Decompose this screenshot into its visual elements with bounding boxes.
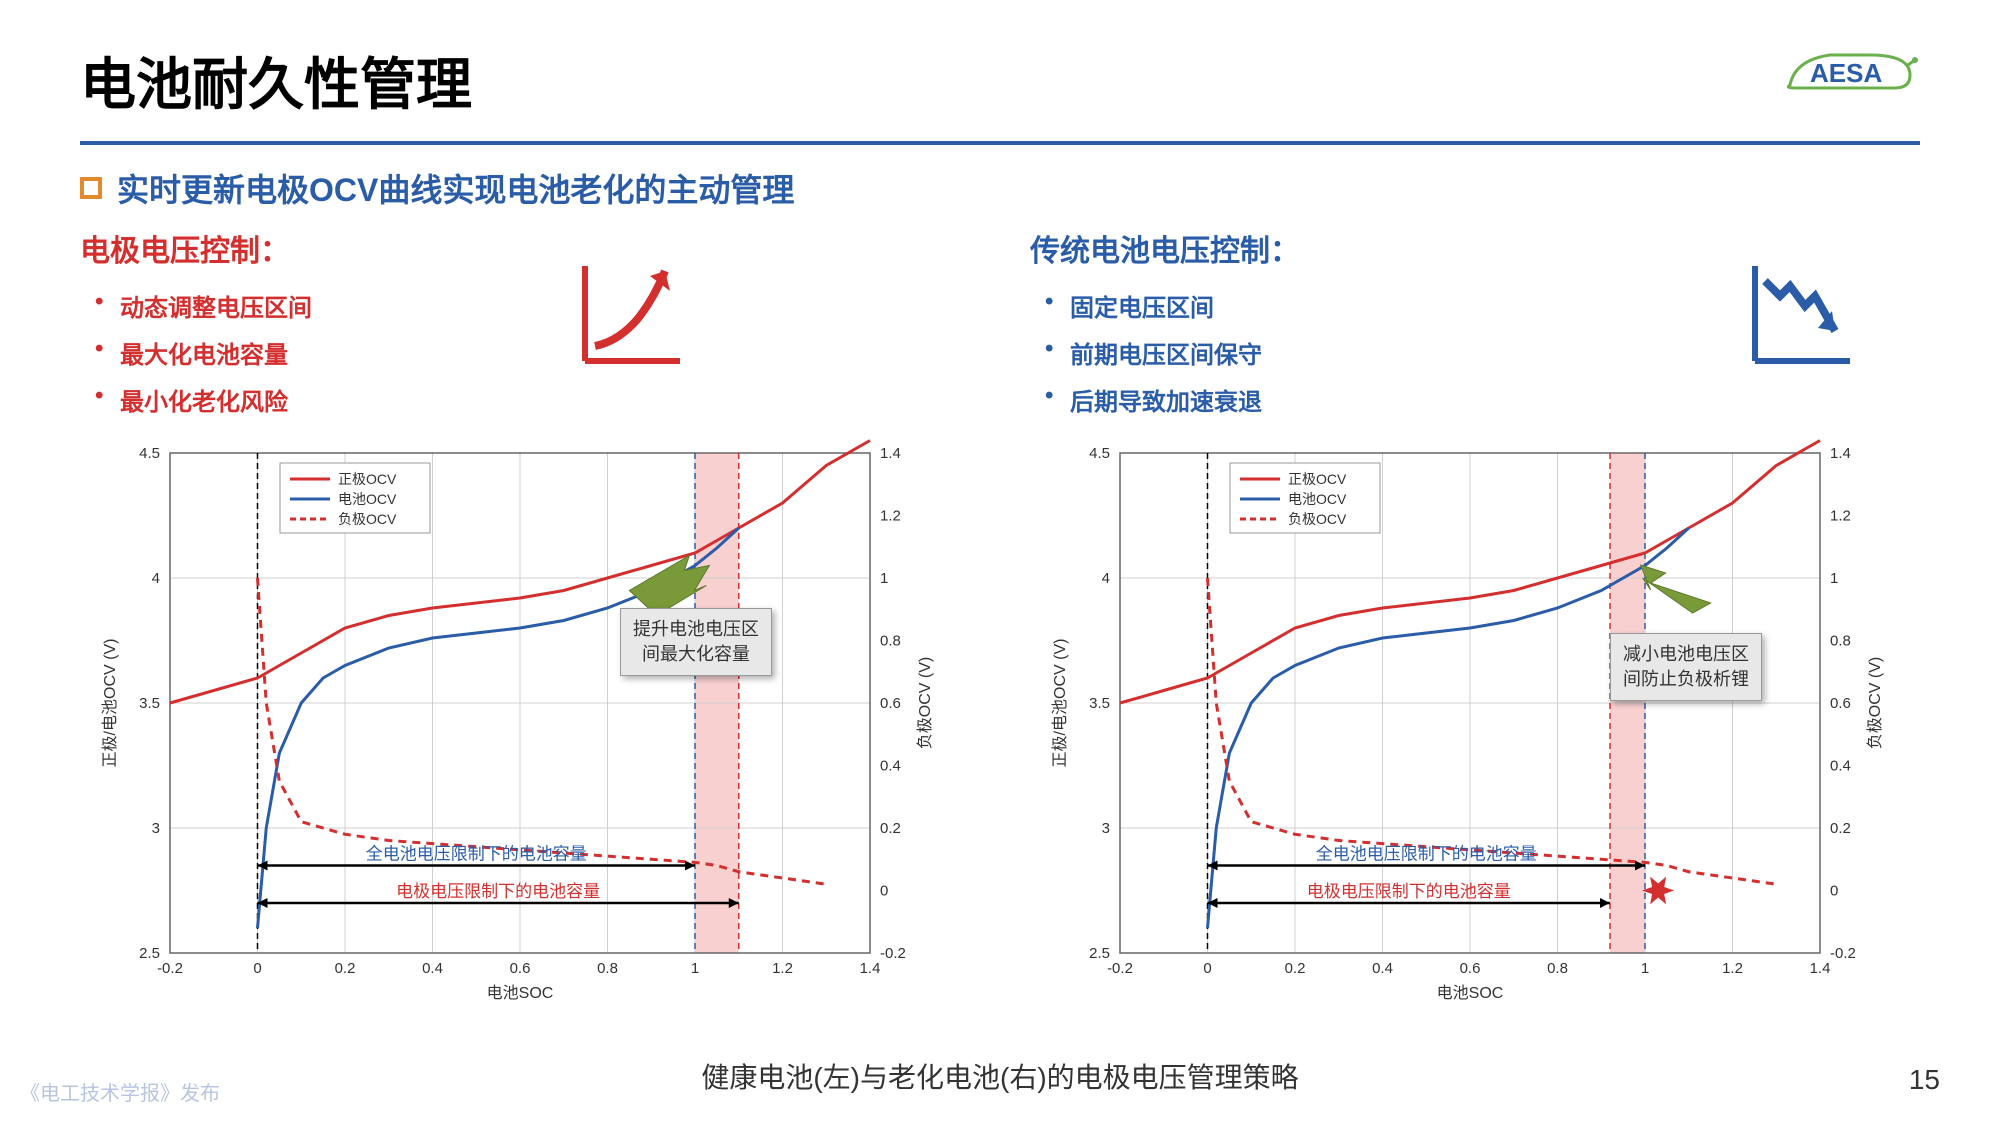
left-chart: -0.2 0 0.2 0.4 0.6 0.8 1 1.2 1.4 2.5 3 3.5 4 4.5 -0.2 0…: [80, 433, 960, 1013]
svg-text:正极OCV: 正极OCV: [1288, 471, 1347, 487]
svg-text:AESA: AESA: [1810, 58, 1882, 88]
svg-text:0.4: 0.4: [880, 758, 901, 775]
svg-text:0.6: 0.6: [880, 695, 901, 712]
caption: 健康电池(左)与老化电池(右)的电极电压管理策略: [701, 1056, 1298, 1096]
svg-text:3: 3: [152, 820, 160, 837]
svg-text:0.8: 0.8: [1547, 960, 1568, 977]
left-control-title: 电极电压控制：: [80, 226, 970, 270]
svg-text:1.4: 1.4: [880, 445, 901, 462]
svg-text:1: 1: [1830, 570, 1838, 587]
svg-text:-0.2: -0.2: [1830, 945, 1856, 962]
svg-text:1.2: 1.2: [772, 960, 793, 977]
svg-text:-0.2: -0.2: [157, 960, 183, 977]
svg-text:0.6: 0.6: [510, 960, 531, 977]
subtitle: 实时更新电极OCV曲线实现电池老化的主动管理: [117, 165, 794, 211]
svg-text:电池OCV: 电池OCV: [1288, 491, 1347, 507]
svg-text:0.2: 0.2: [1285, 960, 1306, 977]
svg-text:4: 4: [152, 570, 160, 587]
logo: AESA: [1780, 40, 1920, 109]
svg-text:电池SOC: 电池SOC: [487, 984, 554, 1002]
svg-text:0.8: 0.8: [880, 633, 901, 650]
svg-text:2.5: 2.5: [1089, 945, 1110, 962]
svg-text:1.4: 1.4: [1830, 445, 1851, 462]
svg-text:4: 4: [1102, 570, 1110, 587]
right-column: 传统电池电压控制： 固定电压区间 前期电压区间保守 后期导致加速衰退 -0.20…: [1030, 226, 1920, 1013]
svg-text:0: 0: [1830, 883, 1838, 900]
svg-text:负极OCV (V): 负极OCV (V): [916, 657, 934, 749]
left-column: 电极电压控制： 动态调整电压区间 最大化电池容量 最小化老化风险 -0.2 0 0.…: [80, 226, 970, 1013]
svg-text:0.4: 0.4: [422, 960, 443, 977]
svg-text:1.4: 1.4: [860, 960, 881, 977]
svg-text:0: 0: [1203, 960, 1211, 977]
svg-text:-0.2: -0.2: [880, 945, 906, 962]
svg-text:0.4: 0.4: [1372, 960, 1393, 977]
svg-text:电极电压限制下的电池容量: 电极电压限制下的电池容量: [396, 882, 600, 901]
svg-text:4.5: 4.5: [139, 445, 160, 462]
left-bullet-2: 最大化电池容量: [80, 329, 970, 376]
svg-text:负极OCV: 负极OCV: [1288, 511, 1347, 527]
left-bullet-1: 动态调整电压区间: [80, 282, 970, 329]
page-title: 电池耐久性管理: [80, 40, 472, 121]
svg-text:全电池电压限制下的电池容量: 全电池电压限制下的电池容量: [366, 845, 587, 864]
svg-text:0.2: 0.2: [335, 960, 356, 977]
subtitle-bullet-icon: [80, 177, 102, 199]
trend-down-icon: [1740, 256, 1860, 376]
svg-text:3: 3: [1102, 820, 1110, 837]
svg-text:1.2: 1.2: [1830, 508, 1851, 525]
svg-text:0.8: 0.8: [1830, 633, 1851, 650]
svg-text:0.6: 0.6: [1460, 960, 1481, 977]
right-chart: -0.2 0 0.2 0.4 0.6 0.8 1 1.2 1.4 2.5 3 3.5 4 4.5 -0.2 0…: [1030, 433, 1910, 1013]
svg-text:0.8: 0.8: [597, 960, 618, 977]
left-bullet-list: 动态调整电压区间 最大化电池容量 最小化老化风险: [80, 282, 970, 423]
title-underline: [80, 141, 1920, 145]
svg-text:全电池电压限制下的电池容量: 全电池电压限制下的电池容量: [1316, 845, 1537, 864]
right-bullet-3: 后期导致加速衰退: [1030, 376, 1920, 423]
svg-text:1: 1: [691, 960, 699, 977]
svg-text:3.5: 3.5: [1089, 695, 1110, 712]
svg-text:0.2: 0.2: [880, 820, 901, 837]
svg-text:0: 0: [253, 960, 261, 977]
footer-source: 《电工技术学报》发布: [20, 1077, 220, 1106]
svg-text:负极OCV: 负极OCV: [338, 511, 397, 527]
right-annotation: 减小电池电压区间防止负极析锂: [1610, 633, 1762, 701]
trend-up-icon: [570, 256, 690, 376]
svg-text:正极OCV: 正极OCV: [338, 471, 397, 487]
page-number: 15: [1909, 1064, 1940, 1096]
svg-text:正极/电池OCV (V): 正极/电池OCV (V): [101, 639, 119, 768]
svg-text:-0.2: -0.2: [1107, 960, 1133, 977]
svg-text:电池SOC: 电池SOC: [1437, 984, 1504, 1002]
left-annotation: 提升电池电压区间最大化容量: [620, 608, 772, 676]
svg-text:电池OCV: 电池OCV: [338, 491, 397, 507]
svg-text:1.2: 1.2: [880, 508, 901, 525]
svg-text:1: 1: [880, 570, 888, 587]
svg-text:负极OCV (V): 负极OCV (V): [1866, 657, 1884, 749]
svg-text:1: 1: [1641, 960, 1649, 977]
left-bullet-3: 最小化老化风险: [80, 376, 970, 423]
svg-text:1.4: 1.4: [1810, 960, 1831, 977]
svg-text:0: 0: [880, 883, 888, 900]
svg-text:正极/电池OCV (V): 正极/电池OCV (V): [1051, 639, 1069, 768]
svg-text:0.4: 0.4: [1830, 758, 1851, 775]
svg-text:3.5: 3.5: [139, 695, 160, 712]
svg-text:2.5: 2.5: [139, 945, 160, 962]
svg-text:4.5: 4.5: [1089, 445, 1110, 462]
svg-text:1.2: 1.2: [1722, 960, 1743, 977]
svg-text:0.6: 0.6: [1830, 695, 1851, 712]
svg-text:电极电压限制下的电池容量: 电极电压限制下的电池容量: [1307, 882, 1511, 901]
svg-text:0.2: 0.2: [1830, 820, 1851, 837]
